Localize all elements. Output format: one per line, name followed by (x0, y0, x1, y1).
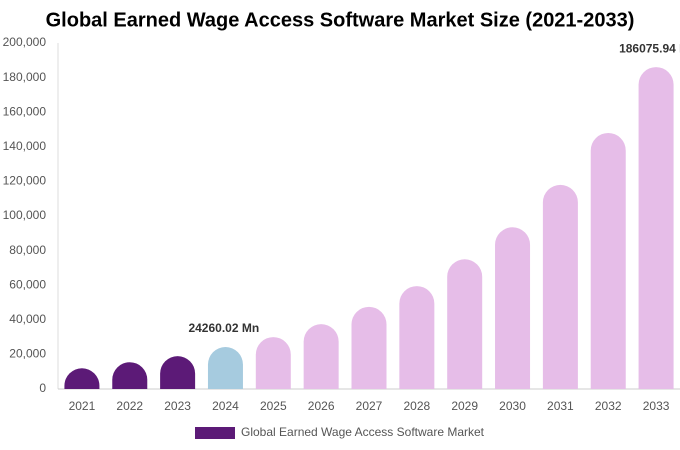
x-tick-label: 2027 (356, 399, 383, 413)
x-tick-label: 2031 (547, 399, 574, 413)
y-tick-label: 0 (39, 381, 46, 395)
value-label: 186075.94 Mn (619, 41, 680, 55)
bar (399, 286, 435, 389)
bar (255, 337, 291, 389)
x-tick-label: 2030 (499, 399, 526, 413)
bar (590, 132, 626, 389)
chart-title: Global Earned Wage Access Software Marke… (46, 9, 635, 31)
x-tick-label: 2023 (164, 399, 191, 413)
y-tick-label: 100,000 (3, 208, 47, 222)
legend-swatch (195, 427, 235, 439)
x-tick-label: 2022 (116, 399, 143, 413)
bar (351, 306, 387, 389)
y-tick-label: 180,000 (3, 70, 47, 84)
bar (303, 324, 339, 389)
y-tick-label: 160,000 (3, 104, 47, 118)
bar (542, 184, 578, 389)
y-tick-label: 60,000 (9, 277, 46, 291)
x-tick-label: 2032 (595, 399, 622, 413)
bar (64, 368, 100, 389)
bar (495, 227, 531, 389)
bar (638, 67, 674, 389)
x-tick-label: 2026 (308, 399, 335, 413)
y-tick-label: 40,000 (9, 312, 46, 326)
y-tick-label: 140,000 (3, 139, 47, 153)
y-tick-label: 200,000 (3, 35, 47, 49)
y-tick-label: 80,000 (9, 243, 46, 257)
bar (160, 356, 196, 389)
y-tick-label: 120,000 (3, 174, 47, 188)
bar (207, 347, 243, 389)
bar (447, 259, 483, 389)
value-label: 24260.02 Mn (188, 321, 259, 335)
x-tick-label: 2024 (212, 399, 239, 413)
x-tick-label: 2028 (403, 399, 430, 413)
y-tick-label: 20,000 (9, 347, 46, 361)
x-tick-label: 2021 (69, 399, 96, 413)
x-tick-label: 2025 (260, 399, 287, 413)
legend-label: Global Earned Wage Access Software Marke… (241, 425, 485, 439)
bar (112, 362, 148, 389)
x-tick-label: 2029 (451, 399, 478, 413)
x-tick-label: 2033 (643, 399, 670, 413)
